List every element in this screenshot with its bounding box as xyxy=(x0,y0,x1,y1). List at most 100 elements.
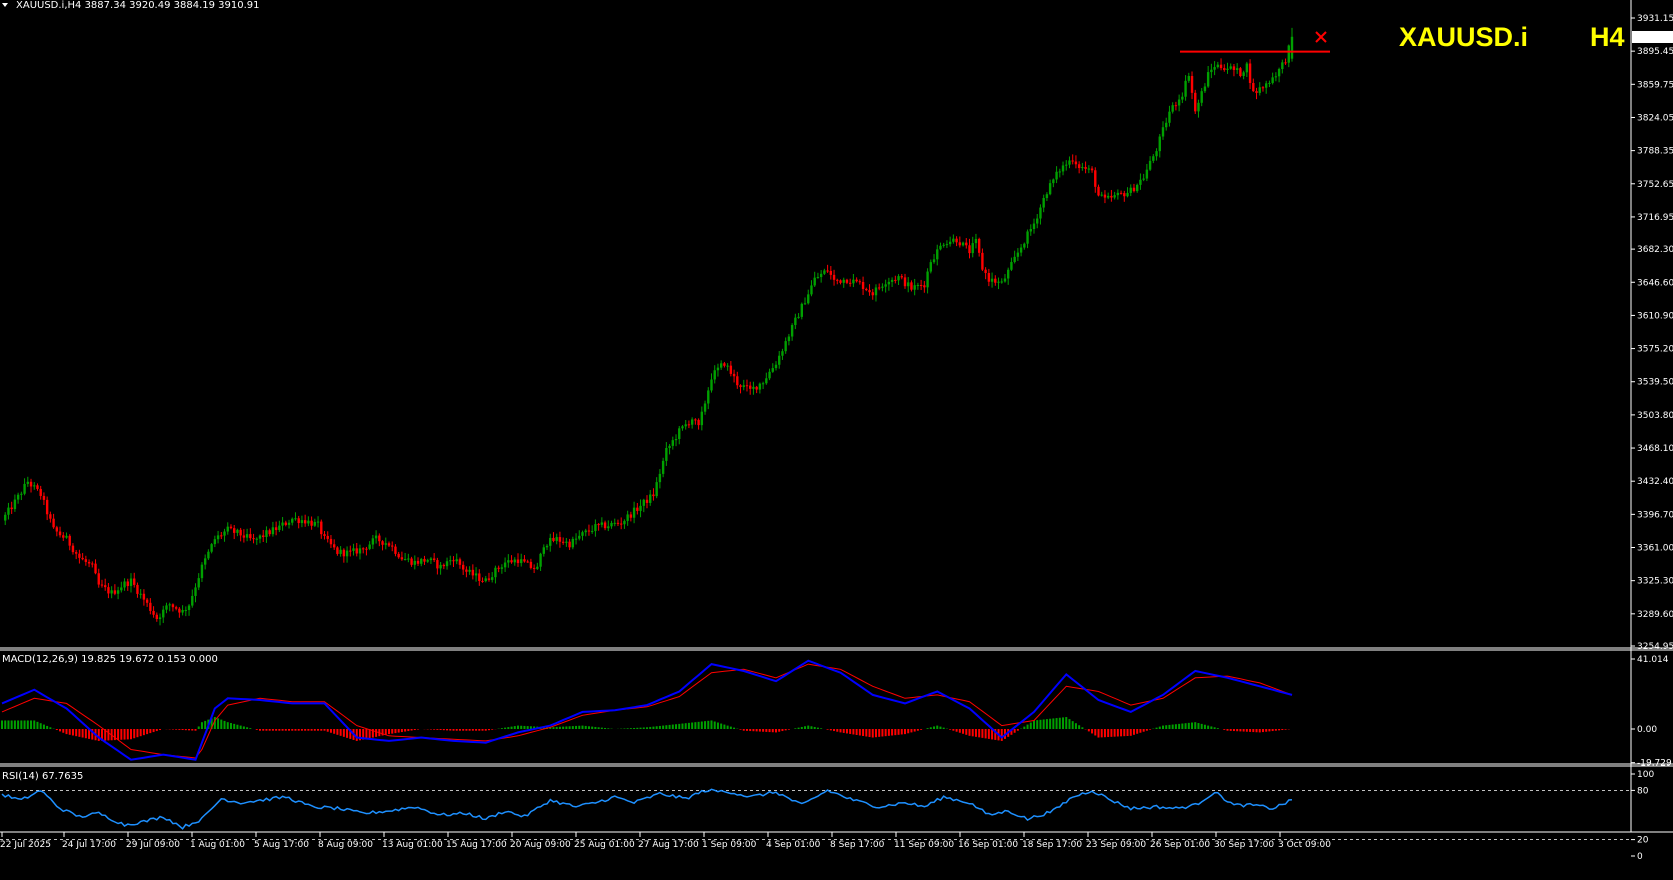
candle-body xyxy=(445,561,449,567)
time-tick-label: 30 Sep 17:00 xyxy=(1214,840,1274,850)
candle-body xyxy=(842,279,845,283)
candle-body xyxy=(568,541,571,548)
candle-body xyxy=(655,482,658,497)
candle-body xyxy=(213,539,217,545)
candle-body xyxy=(197,578,200,588)
candle-body xyxy=(249,534,252,539)
candle-body xyxy=(191,595,194,606)
window-menu-triangle-icon[interactable] xyxy=(2,3,8,7)
candle-body xyxy=(1190,76,1194,93)
candle-body xyxy=(1281,62,1284,70)
candle-body xyxy=(797,316,800,318)
candle-body xyxy=(865,288,868,291)
rsi-axis-ticks: 100 80 20 0 xyxy=(1631,770,1654,862)
candle-body xyxy=(165,605,168,610)
candle-body xyxy=(629,514,633,518)
candle-body xyxy=(507,560,510,563)
close-x-icon[interactable] xyxy=(1315,31,1327,43)
candle-body xyxy=(1239,68,1242,77)
candle-body xyxy=(297,518,300,524)
candle-body xyxy=(697,419,700,426)
candle-body xyxy=(1145,169,1149,179)
candle-body xyxy=(1032,223,1036,230)
candle-body xyxy=(300,520,304,524)
candle-body xyxy=(458,559,462,565)
candle-body xyxy=(168,604,171,606)
candle-body xyxy=(981,252,984,270)
time-tick-label: 15 Aug 17:00 xyxy=(446,840,507,850)
candle-body xyxy=(239,529,242,536)
time-tick-label: 18 Sep 17:00 xyxy=(1022,840,1082,850)
candle-body xyxy=(574,538,578,540)
candle-body xyxy=(413,560,416,565)
candle-body xyxy=(939,245,942,250)
candle-body xyxy=(723,363,726,366)
candle-body xyxy=(200,564,204,579)
candle-body xyxy=(91,563,94,565)
candle-body xyxy=(790,325,794,337)
time-tick-label: 20 Aug 09:00 xyxy=(510,840,571,850)
candle-body xyxy=(1023,243,1026,248)
time-tick-label: 5 Aug 17:00 xyxy=(254,840,309,850)
candle-body xyxy=(1087,168,1091,170)
big-timeframe-label: H4 xyxy=(1590,22,1625,52)
candle-body xyxy=(539,553,542,567)
candle-body xyxy=(62,535,65,538)
candle-body xyxy=(313,522,317,526)
macd-tick-label: -19.729 xyxy=(1637,759,1672,769)
time-tick-label: 11 Sep 09:00 xyxy=(894,840,954,850)
price-tick-label: 3396.70 xyxy=(1637,510,1673,520)
candle-body xyxy=(487,578,491,580)
candle-body xyxy=(555,537,558,541)
candle-body xyxy=(216,535,220,540)
candle-body xyxy=(474,573,478,576)
candle-body xyxy=(1055,171,1058,180)
candle-body xyxy=(471,569,475,576)
candle-body xyxy=(855,279,858,282)
candle-body xyxy=(332,544,336,548)
candle-body xyxy=(465,569,468,572)
price-tick-label: 3859.75 xyxy=(1637,80,1673,90)
candle-body xyxy=(684,424,687,427)
candle-body xyxy=(819,273,823,278)
candle-body xyxy=(671,440,674,446)
candle-body xyxy=(536,566,539,569)
candle-body xyxy=(803,303,807,305)
price-tick-label: 3824.05 xyxy=(1637,113,1673,123)
candle-body xyxy=(652,494,655,497)
candle-body xyxy=(1210,69,1213,73)
candle-body xyxy=(781,351,784,356)
candle-body xyxy=(152,610,155,615)
macd-label: MACD(12,26,9) 19.825 19.672 0.153 0.000 xyxy=(2,654,218,665)
candle-body xyxy=(752,386,755,389)
candle-body xyxy=(278,525,281,531)
macd-tick-label: 41.014 xyxy=(1637,655,1669,665)
candle-body xyxy=(632,507,636,518)
candle-body xyxy=(1219,64,1223,69)
candle-body xyxy=(1216,64,1220,68)
candle-body xyxy=(439,564,442,569)
candle-body xyxy=(226,526,229,532)
candle-body xyxy=(97,573,100,585)
time-axis: 22 Jul 2025 24 Jul 17:00 29 Jul 09:00 1 Aug… xyxy=(0,832,1331,850)
macd-tick-label: 0.00 xyxy=(1637,725,1657,735)
price-tick-label: 3682.30 xyxy=(1637,245,1673,255)
candle-body xyxy=(1265,83,1268,88)
candle-body xyxy=(952,238,955,242)
candle-body xyxy=(1229,66,1232,69)
candle-body xyxy=(29,481,33,487)
candle-body xyxy=(1174,105,1178,107)
candle-body xyxy=(1152,156,1155,161)
candle-body xyxy=(365,548,368,550)
candle-body xyxy=(110,590,113,594)
rsi-level-lines xyxy=(0,790,1631,840)
candle-body xyxy=(1000,281,1003,283)
price-tick-label: 3610.90 xyxy=(1637,311,1673,321)
time-tick-label: 16 Sep 01:00 xyxy=(958,840,1018,850)
candle-body xyxy=(126,581,129,586)
candle-body xyxy=(649,494,652,503)
candle-body xyxy=(71,545,75,553)
candle-body xyxy=(323,534,326,536)
candle-body xyxy=(674,438,678,441)
rsi-tick-label: 20 xyxy=(1637,836,1649,846)
